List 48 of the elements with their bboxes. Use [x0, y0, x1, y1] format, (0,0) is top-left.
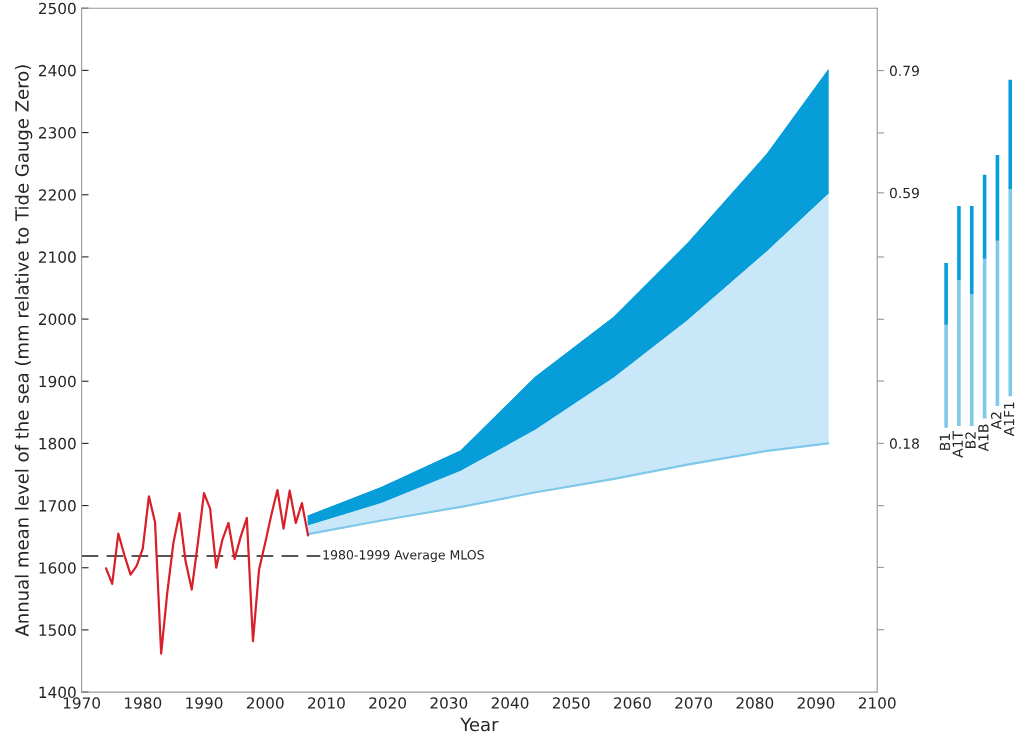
bar [957, 205, 961, 280]
x-tick-label: 2020 [369, 697, 407, 709]
y-tick-label: 1900 [39, 375, 76, 388]
bar [944, 324, 948, 428]
x-tick-label: 2070 [675, 697, 713, 709]
y-tick-label: 2400 [38, 64, 76, 77]
y-tick-label: 2100 [38, 251, 76, 263]
x-tick-label: 2050 [552, 697, 590, 709]
y-tick-label: 2000 [38, 313, 76, 326]
y-tick-label: 1800 [39, 437, 76, 450]
x-tick-label: 2100 [858, 697, 896, 709]
y-tick-label: 1400 [39, 686, 76, 699]
bar [1008, 79, 1013, 190]
x-tick-label: A1B [978, 424, 989, 452]
x-tick-label: 2000 [246, 697, 284, 709]
line-series [104, 488, 310, 655]
x-tick-label: 1970 [63, 697, 101, 709]
x-tick-label: 2060 [614, 697, 651, 709]
x-tick-label: B2 [965, 432, 976, 448]
y2-tick-label: 0.18 [889, 438, 919, 449]
x-tick-label: 2090 [797, 697, 835, 709]
y-tick-label: 2200 [38, 189, 76, 201]
bar [1008, 189, 1013, 397]
x-tick-label: A1F1 [1003, 402, 1015, 437]
x-tick-label: 2040 [491, 697, 529, 709]
y-tick-label: 2300 [38, 127, 76, 139]
x-axis-title: Year [460, 717, 499, 732]
x-tick-label: A2 [990, 412, 1002, 430]
y-tick-label: 1600 [39, 562, 76, 574]
x-tick-label: 2030 [430, 697, 468, 709]
y-tick-label: 1700 [39, 500, 76, 512]
x-tick-label: 1980 [125, 697, 162, 709]
bar [969, 205, 974, 295]
y-tick-label: 1500 [39, 624, 76, 636]
y2-tick-label: 0.79 [889, 65, 919, 77]
line-series [306, 442, 830, 536]
y2-tick-label: 0.59 [889, 187, 919, 199]
x-tick-label: 2080 [736, 697, 774, 709]
x-tick-label: 1990 [186, 697, 223, 709]
bar [969, 294, 974, 426]
x-tick-label: A1T [952, 430, 963, 458]
y-tick-label: 2500 [38, 2, 76, 15]
x-tick-label: 2010 [308, 697, 345, 709]
ref-line-label: 1980-1999 Average MLOS [323, 550, 484, 562]
x-tick-label: B1 [939, 434, 950, 450]
y-axis-title: Annual mean level of the sea (mm relative to Tide Gauge Zero) [14, 65, 33, 637]
bar [944, 263, 948, 325]
bar [957, 279, 961, 426]
